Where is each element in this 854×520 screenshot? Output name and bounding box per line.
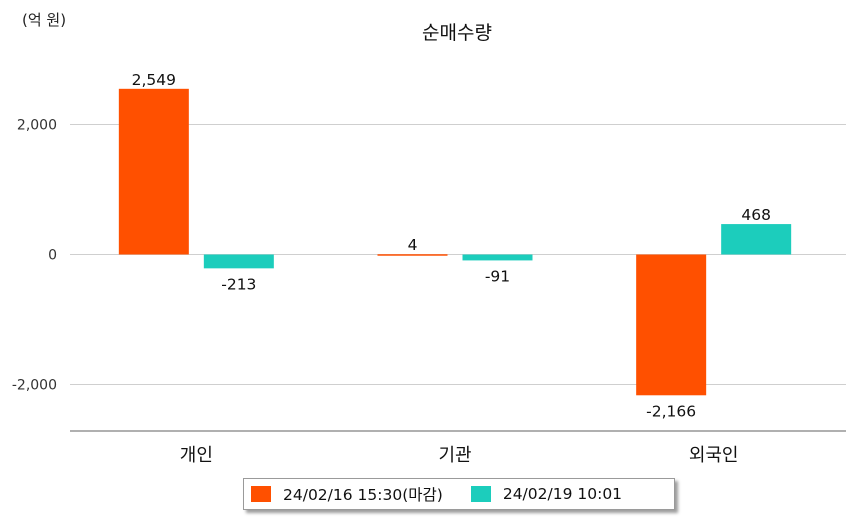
legend-item-series-2[interactable]: 24/02/19 10:01 [470,485,623,503]
y-tick-label: 0 [48,248,57,264]
legend-swatch-series-2 [470,486,491,502]
legend-item-series-1[interactable]: 24/02/16 15:30(마감) [251,483,443,505]
legend: 24/02/16 15:30(마감) 24/02/19 10:01 [243,478,675,510]
bar [203,254,274,269]
x-tick-label: 개인 [180,445,213,466]
data-label: -2,166 [646,402,696,420]
bar [636,254,707,396]
bar [118,88,189,255]
legend-swatch-series-1 [251,486,271,502]
x-tick-label: 외국인 [689,445,739,466]
data-label: -213 [221,275,256,293]
bar [462,254,533,261]
data-label: -91 [485,267,510,285]
data-label: 4 [408,236,418,254]
x-tick-label: 기관 [438,445,471,466]
bar [721,224,792,255]
y-tick-label: -2,000 [12,378,57,394]
legend-label-series-1: 24/02/16 15:30(마감) [283,486,443,504]
chart-title: 순매수량 [422,22,492,44]
y-tick-label: 2,000 [17,118,57,134]
data-label: 468 [741,206,771,224]
legend-label-series-2: 24/02/19 10:01 [502,485,623,503]
data-label: 2,549 [132,71,176,89]
bar [377,254,448,256]
unit-label: (억 원) [22,11,67,29]
